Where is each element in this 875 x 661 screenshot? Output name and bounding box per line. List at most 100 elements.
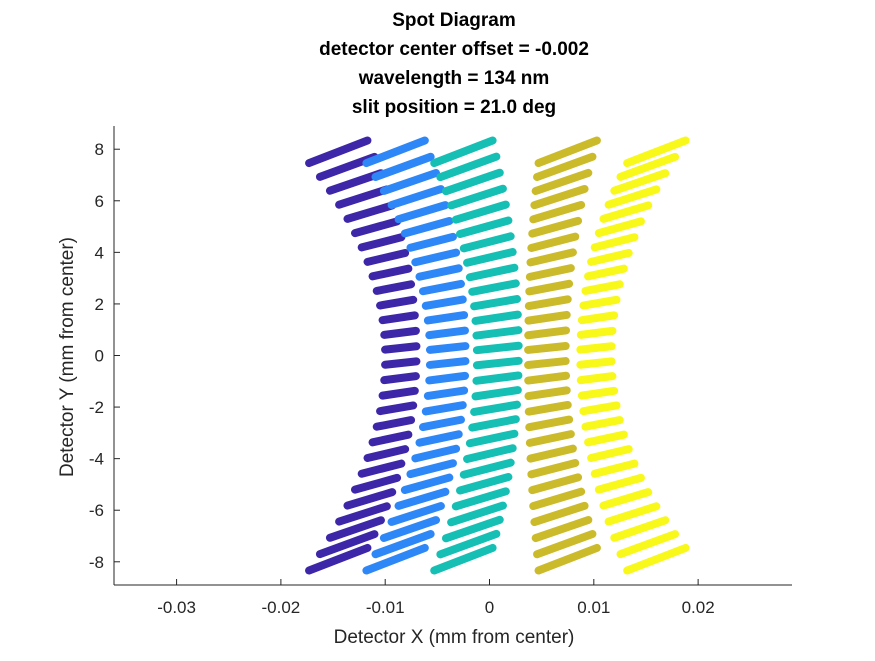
y-tick-label: 2 <box>95 295 104 314</box>
y-tick-label: -2 <box>89 398 104 417</box>
spot-streak <box>371 152 435 181</box>
spot-streak <box>529 487 586 511</box>
spot-streak <box>305 543 372 575</box>
spot-streak <box>343 488 397 510</box>
spot-streak <box>526 248 577 267</box>
spot-streak <box>527 459 580 479</box>
y-tick-label: 6 <box>95 192 104 211</box>
spot-streak <box>590 233 639 252</box>
spot-streak <box>577 386 619 400</box>
axes: -0.03 -0.02 -0.01 0 0.01 0.02 -8 -6 -4 -2 0 2 4 6 8 <box>89 126 792 617</box>
spot-streak <box>381 357 421 369</box>
spot-streak <box>616 152 680 181</box>
spot-streak <box>379 169 440 195</box>
spot-streak <box>368 430 413 447</box>
spot-streak <box>579 401 621 416</box>
spot-streak <box>394 487 450 510</box>
chart-title: Spot Diagram detector center offset = -0… <box>319 10 589 118</box>
y-axis-label: Detector Y (mm from center) <box>57 237 78 477</box>
spot-streak <box>579 295 621 310</box>
spot-streak <box>394 201 450 224</box>
spot-streak <box>581 280 624 295</box>
spot-streak <box>471 310 522 325</box>
spot-streak <box>305 136 372 168</box>
spot-streak <box>362 543 429 575</box>
x-tick-label: 0.02 <box>682 598 715 617</box>
spot-streak <box>530 184 589 210</box>
spot-streak <box>425 371 470 385</box>
spot-streak <box>531 515 593 543</box>
spot-streak <box>604 502 661 526</box>
spot-streak <box>418 279 465 296</box>
x-axis-label: Detector X (mm from center) <box>334 627 575 648</box>
x-tick-label: -0.01 <box>366 598 405 617</box>
spot-streak <box>587 248 633 266</box>
spot-streak <box>411 444 461 463</box>
y-tick-label: -6 <box>89 501 104 520</box>
spot-streak <box>525 415 574 432</box>
spot-streak <box>423 386 469 400</box>
spot-series-4 <box>524 136 601 575</box>
spot-streak <box>524 371 571 385</box>
spot-streak <box>451 200 510 224</box>
spot-streak <box>447 501 507 527</box>
spot-streak <box>379 516 440 542</box>
spot-streak <box>436 529 501 559</box>
spot-streak <box>376 401 418 416</box>
spot-streak <box>525 430 575 447</box>
title-line-1: Spot Diagram <box>392 10 516 31</box>
spot-streak <box>415 264 463 281</box>
spot-streak <box>534 136 601 168</box>
spot-streak <box>472 326 523 340</box>
spot-streak <box>524 326 571 340</box>
spot-series-2 <box>362 136 470 575</box>
spot-streak <box>524 400 572 416</box>
spot-streak <box>363 248 410 266</box>
title-line-4: slit position = 21.0 deg <box>352 97 556 118</box>
y-tick-label: -8 <box>89 553 104 572</box>
spot-streak <box>315 530 379 559</box>
spot-streak <box>526 444 577 463</box>
x-tick-label: 0.01 <box>577 598 610 617</box>
spot-streak <box>425 326 470 340</box>
spot-streak <box>525 264 575 281</box>
spot-streak <box>441 168 504 196</box>
spot-streak <box>335 502 391 526</box>
spot-streak <box>325 516 385 542</box>
spot-streak <box>463 248 517 267</box>
x-tick-label: 0 <box>485 598 494 617</box>
y-tick-label: 0 <box>95 347 104 366</box>
spot-streak <box>372 280 416 295</box>
spot-streak <box>400 473 454 494</box>
spot-streak <box>441 515 504 543</box>
spot-streak <box>470 295 521 311</box>
spot-streak <box>581 416 624 431</box>
spot-streak <box>459 458 515 479</box>
spot-streak <box>470 400 521 416</box>
spot-streak <box>576 326 617 339</box>
spot-streak <box>343 201 397 223</box>
spot-streak <box>471 386 522 401</box>
spot-streak <box>587 445 633 463</box>
spot-streak <box>528 216 583 238</box>
title-line-3: wavelength = 134 nm <box>358 68 550 89</box>
spot-streak <box>387 185 445 209</box>
spot-streak <box>531 168 593 196</box>
spot-streak <box>451 487 510 511</box>
spot-streak <box>387 502 445 526</box>
spot-streak <box>472 356 523 370</box>
spot-streak <box>368 264 413 281</box>
spot-streak <box>525 279 574 296</box>
spot-streak <box>371 530 435 559</box>
spot-series-1 <box>305 136 421 575</box>
spot-streak <box>335 185 391 209</box>
spot-streak <box>472 371 523 385</box>
spot-streak <box>623 136 690 168</box>
spot-streak <box>406 459 457 479</box>
spot-streak <box>468 279 520 296</box>
spot-streak <box>400 217 454 238</box>
spot-streak <box>406 232 457 252</box>
spot-streak <box>423 311 469 325</box>
spot-streak <box>463 444 517 463</box>
